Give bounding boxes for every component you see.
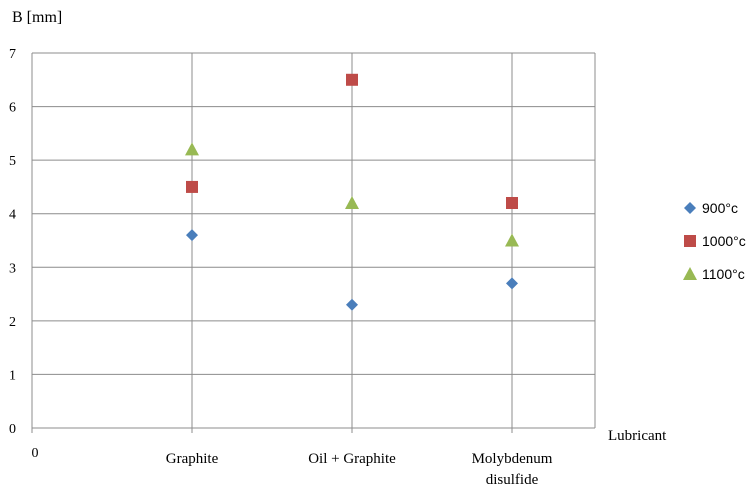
- data-point: [185, 142, 199, 156]
- data-point: [346, 298, 358, 311]
- y-tick-label: 5: [9, 154, 16, 169]
- y-tick-label: 6: [9, 101, 16, 116]
- y-tick-label: 4: [9, 208, 16, 223]
- x-tick-label: Molybdenum: [472, 451, 553, 467]
- legend-label: 1000°c: [702, 233, 746, 249]
- legend-marker: [684, 202, 696, 214]
- legend-label: 900°c: [702, 200, 738, 216]
- legend-marker: [683, 267, 697, 280]
- x-axis-title: Lubricant: [608, 428, 667, 444]
- data-points: [185, 73, 519, 311]
- data-point: [506, 197, 518, 209]
- x-tick-label: Graphite: [166, 451, 219, 467]
- data-point: [505, 233, 519, 247]
- y-tick-label: 2: [9, 315, 16, 330]
- data-point: [346, 73, 358, 86]
- y-tick-label: 0: [9, 422, 16, 437]
- legend-label: 1100°c: [702, 266, 745, 282]
- data-point: [345, 196, 359, 209]
- x-tick-labels: Graphite Oil + Graphite Molybdenum disulfid…: [166, 451, 553, 488]
- data-point: [186, 180, 198, 193]
- y-axis-title: B [mm]: [12, 9, 62, 26]
- y-tick-label: 7: [9, 47, 16, 62]
- y-tick-labels: 0 1 2 3 4 5 6 7: [9, 47, 16, 437]
- axes: [31, 53, 595, 433]
- x-tick-label: disulfide: [486, 472, 539, 488]
- data-point: [186, 229, 198, 242]
- x-origin-label: 0: [32, 446, 39, 461]
- legend-marker: [684, 235, 696, 247]
- y-tick-label: 3: [9, 261, 16, 276]
- x-tick-label: Oil + Graphite: [308, 451, 396, 467]
- data-point: [506, 277, 518, 290]
- grid-lines: [32, 52, 596, 433]
- legend: 900°c 1000°c 1100°c: [683, 200, 746, 282]
- y-tick-label: 1: [9, 368, 16, 383]
